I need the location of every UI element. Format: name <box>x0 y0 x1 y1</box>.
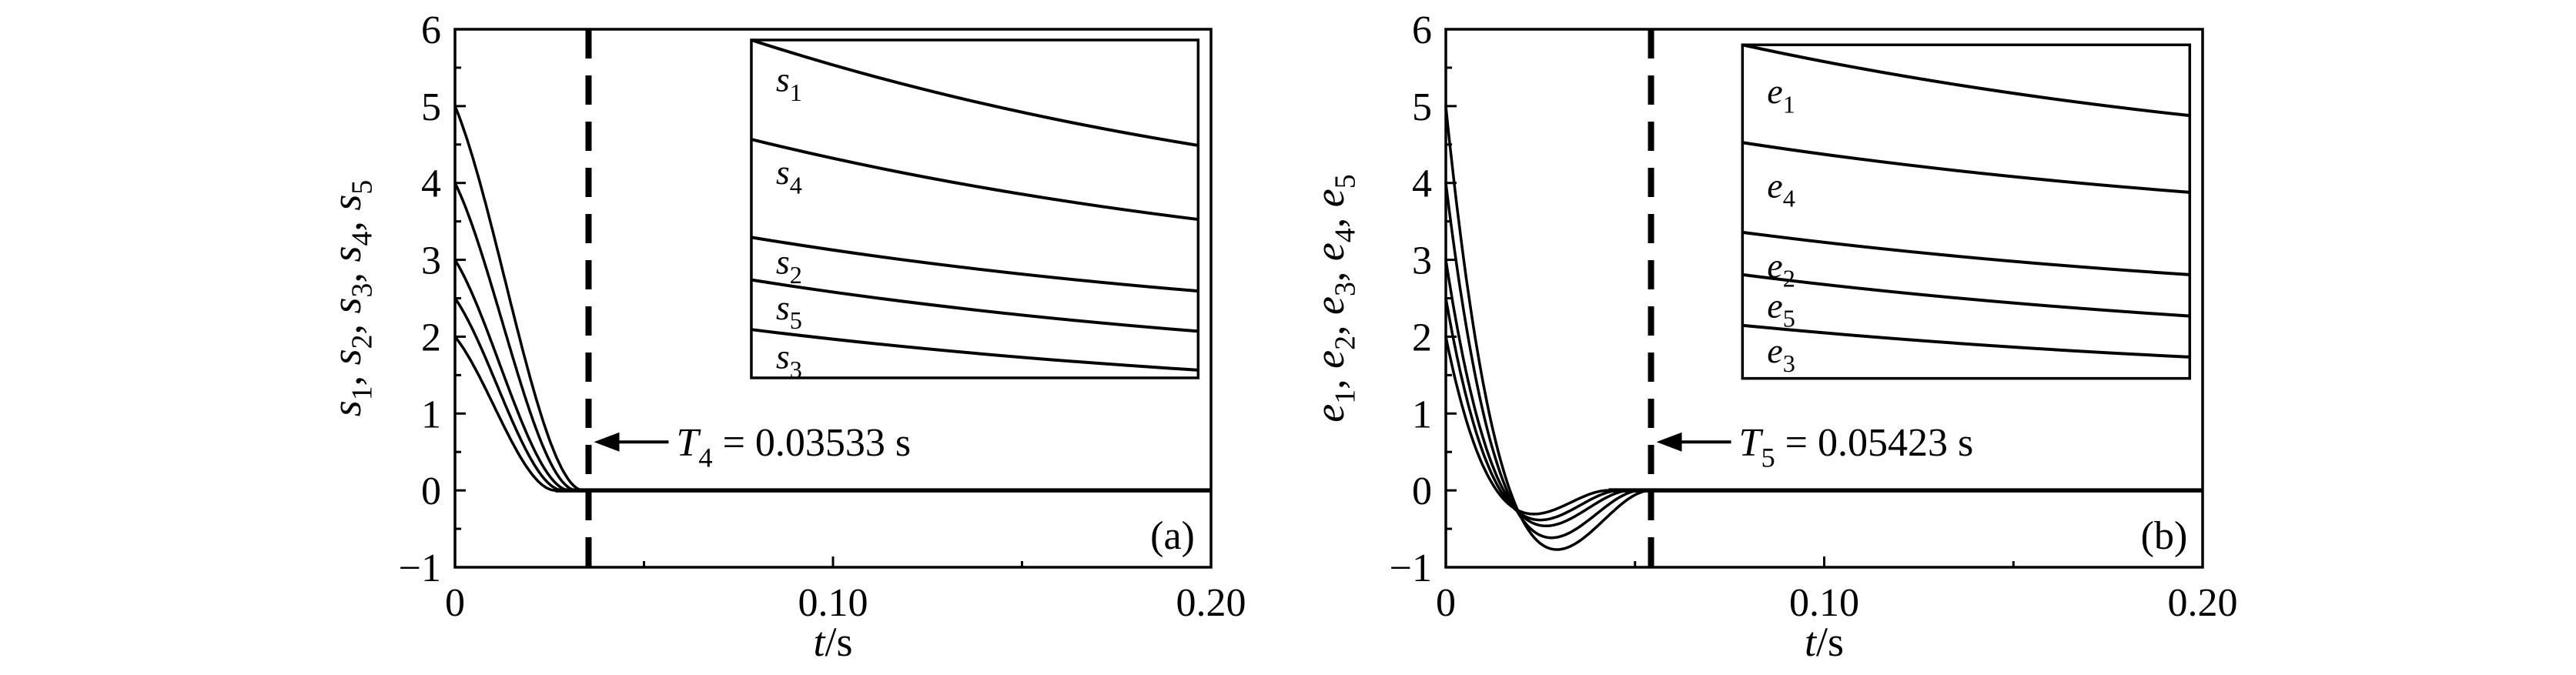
settle-time-annotation: T5 = 0.05423 s <box>1739 421 1974 473</box>
y-tick-label: 4 <box>421 162 441 206</box>
y-axis-label: s1, s2, s3, s4, s5 <box>323 180 379 417</box>
inset-curve-e3 <box>1742 323 2190 359</box>
curve-e3 <box>1444 336 2203 516</box>
inset-curve-label-e4: e4 <box>1767 165 1795 212</box>
x-tick-label: 0 <box>445 581 465 625</box>
panel-label: (a) <box>1150 514 1195 558</box>
y-axis-label: e1, e2, e3, e4, e5 <box>1306 174 1362 422</box>
inset-curve-e1 <box>1741 43 2190 118</box>
inset-curve-e5 <box>1742 272 2190 318</box>
y-tick-label: −1 <box>399 546 441 590</box>
curve-e5 <box>1444 298 2203 522</box>
curve-s2 <box>453 259 1212 492</box>
x-tick-label: 0 <box>1436 581 1456 625</box>
inset-curve-s1 <box>751 38 1199 147</box>
inset-curve-label-s1: s1 <box>776 59 802 105</box>
y-tick-label: 2 <box>1412 316 1432 359</box>
inset-curve-label-e1: e1 <box>1767 72 1795 118</box>
curve-s1 <box>453 105 1212 492</box>
inset-curve-s3 <box>751 328 1199 372</box>
y-tick-label: 5 <box>421 85 441 129</box>
inset-border <box>750 38 1200 379</box>
curve-e2 <box>1444 259 2203 528</box>
inset-curve-label-s3: s3 <box>776 336 802 383</box>
inset-curve-e4 <box>1742 141 2190 194</box>
y-tick-label: −1 <box>1390 546 1432 590</box>
inset-curve-label-e3: e3 <box>1767 331 1795 377</box>
y-tick-label: 3 <box>421 239 441 283</box>
y-tick-label: 4 <box>1412 162 1432 206</box>
curve-e4 <box>1444 182 2203 540</box>
annotation-arrow-head <box>594 432 620 452</box>
annotation-arrow-head <box>1656 432 1682 452</box>
x-axis-label: t/s <box>813 619 852 665</box>
y-tick-label: 6 <box>1412 8 1432 52</box>
curve-e1 <box>1444 105 2203 551</box>
inset-curve-s2 <box>751 236 1199 293</box>
inset-border <box>1741 43 2192 380</box>
y-tick-label: 2 <box>421 316 441 359</box>
x-tick-label: 0.10 <box>1789 581 1859 625</box>
settle-time-annotation: T4 = 0.03533 s <box>676 421 911 473</box>
y-tick-label: 1 <box>1412 393 1432 436</box>
curve-s4 <box>453 182 1212 492</box>
y-tick-label: 1 <box>421 393 441 436</box>
x-tick-label: 0.10 <box>798 581 868 625</box>
y-tick-label: 5 <box>1412 85 1432 129</box>
y-tick-label: 0 <box>421 469 441 513</box>
inset-curve-label-e2: e2 <box>1767 246 1795 292</box>
inset-curve-label-s4: s4 <box>776 152 802 199</box>
curve-s3 <box>453 336 1212 492</box>
inset-curve-s4 <box>751 138 1199 222</box>
inset-curve-label-s2: s2 <box>776 242 802 289</box>
curve-s5 <box>453 297 1212 492</box>
x-tick-label: 0.20 <box>2168 581 2238 625</box>
panel-label: (b) <box>2141 514 2188 558</box>
inset-curve-label-e5: e5 <box>1767 286 1795 332</box>
inset-curve-e2 <box>1742 230 2190 276</box>
inset-curve-label-s5: s5 <box>776 288 802 334</box>
inset-curve-s5 <box>751 278 1199 333</box>
y-tick-label: 6 <box>421 8 441 52</box>
y-tick-label: 0 <box>1412 469 1432 513</box>
x-axis-label: t/s <box>1805 619 1844 665</box>
y-tick-label: 3 <box>1412 239 1432 283</box>
x-tick-label: 0.20 <box>1176 581 1246 625</box>
